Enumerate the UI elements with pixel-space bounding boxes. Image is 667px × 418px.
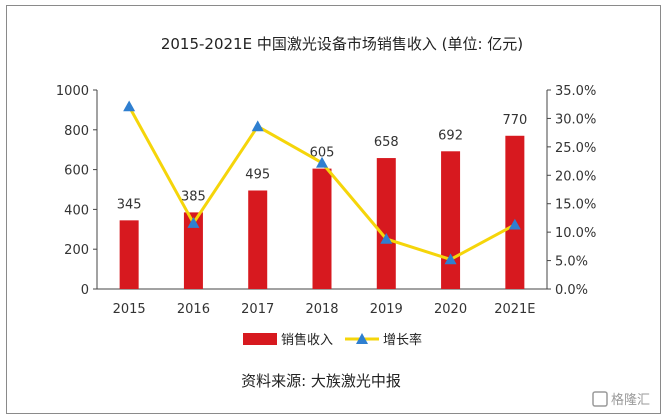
x-tick-label: 2016 [177, 302, 210, 317]
axes: 0 200 400 600 800 1000 0.0% 5.0% 10.0% 15.0% 20.0%… [56, 84, 596, 298]
y-right-tick-label: 15.0% [555, 198, 596, 213]
y-left-tick-label: 1000 [56, 84, 89, 99]
bar [376, 158, 396, 289]
y-right-tick-label: 20.0% [555, 169, 596, 184]
growth-point-marker [251, 120, 264, 132]
chart-title: 2015-2021E 中国激光设备市场销售收入 (单位: 亿元) [161, 35, 523, 53]
bar-line-chart: 2015-2021E 中国激光设备市场销售收入 (单位: 亿元) 资料来源: 大… [56, 35, 650, 408]
bar-value-label: 658 [374, 135, 399, 150]
legend: 销售收入 增长率 [243, 332, 422, 348]
x-axis-labels: 2015 2016 2017 2018 2019 2020 2021E [113, 302, 536, 317]
watermark-logo-icon [592, 391, 608, 407]
x-tick-label: 2018 [305, 302, 338, 317]
bar-value-label: 385 [181, 189, 206, 204]
legend-bar-swatch [243, 333, 277, 345]
x-tick-label: 2021E [494, 302, 535, 317]
bar [119, 220, 139, 289]
x-tick-label: 2020 [434, 302, 467, 317]
x-tick-label: 2017 [241, 302, 274, 317]
bar-value-label: 605 [310, 146, 335, 161]
y-right-tick-label: 5.0% [555, 255, 588, 270]
y-right-tick-label: 10.0% [555, 226, 596, 241]
y-right-tick-label: 25.0% [555, 141, 596, 156]
bar-value-label: 692 [438, 128, 463, 143]
bars [119, 135, 525, 289]
legend-marker-swatch [356, 333, 368, 344]
bar-data-labels: 345 385 495 605 658 692 770 [117, 113, 528, 213]
growth-point-marker [187, 217, 200, 228]
legend-label: 销售收入 [281, 332, 333, 348]
growth-point-marker [123, 100, 136, 112]
bar [505, 135, 525, 289]
y-left-tick-label: 800 [64, 124, 89, 139]
bar [248, 190, 268, 289]
x-tick-label: 2015 [113, 302, 146, 317]
bar-value-label: 495 [245, 167, 270, 182]
source-note: 资料来源: 大族激光中报 [241, 372, 401, 390]
bar-value-label: 345 [117, 197, 142, 212]
y-left-tick-label: 0 [81, 283, 89, 298]
bar [312, 168, 332, 289]
y-right-tick-label: 35.0% [555, 84, 596, 99]
y-left-tick-label: 200 [64, 243, 89, 258]
y-right-tick-label: 30.0% [555, 112, 596, 127]
legend-label: 增长率 [383, 332, 422, 348]
growth-point-marker [380, 232, 393, 244]
y-right-tick-label: 0.0% [555, 283, 588, 298]
y-left-tick-label: 600 [64, 164, 89, 179]
bar-value-label: 770 [502, 113, 527, 128]
watermark-text: 格隆汇 [611, 392, 650, 408]
x-tick-label: 2019 [370, 302, 403, 317]
growth-line [123, 100, 521, 265]
growth-point-marker [508, 218, 521, 230]
y-left-tick-label: 400 [64, 203, 89, 218]
growth-point-marker [444, 253, 457, 265]
bar [183, 212, 203, 289]
growth-point-marker [316, 156, 328, 168]
bar [441, 151, 461, 289]
chart-frame: 2015-2021E 中国激光设备市场销售收入 (单位: 亿元) 资料来源: 大… [6, 5, 661, 414]
watermark: 格隆汇 [592, 391, 650, 408]
